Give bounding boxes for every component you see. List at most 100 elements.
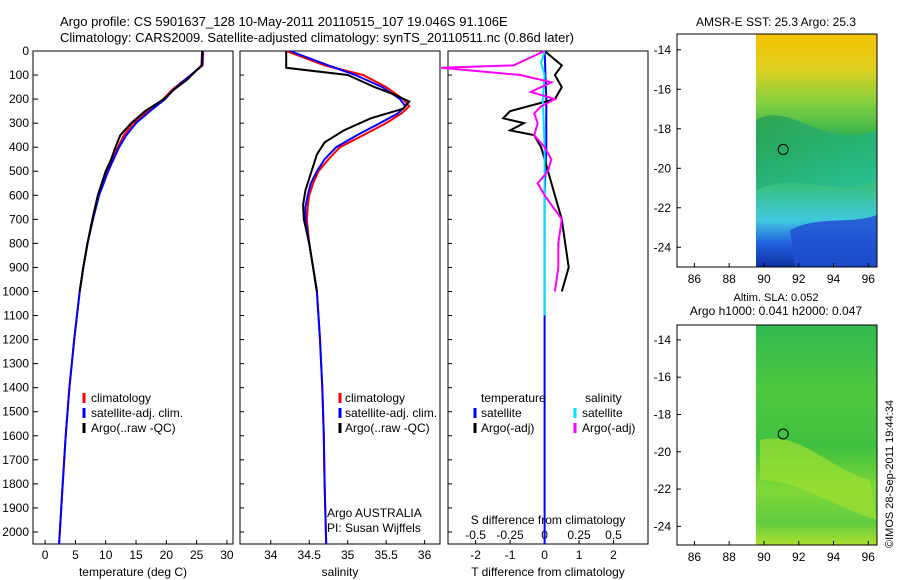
map-x-tick-label: 86 — [688, 550, 702, 564]
salinity-tick-label: 35 — [341, 548, 355, 562]
map-y-tick-label: -22 — [654, 201, 672, 215]
depth-tick-label: 1100 — [3, 309, 29, 323]
t-difference-argo-line — [501, 50, 570, 292]
t-difference-tick-label: -2 — [470, 548, 481, 562]
legend-climatology-label: climatology — [91, 391, 151, 405]
temperature-climatology-line — [58, 50, 205, 545]
sst-map-axes: 86 88 90 92 94 96 -14 -16 -18 -20 -22 -24 — [654, 43, 876, 286]
temperature-legend: climatology satellite-adj. clim. Argo(..… — [82, 391, 183, 435]
map-y-tick-label: -16 — [654, 370, 672, 384]
salinity-axes — [239, 50, 441, 545]
s-difference-tick-label: 0.25 — [567, 528, 591, 542]
depth-tick-label: 1200 — [2, 333, 29, 347]
imos-stamp: ©IMOS 28-Sep-2011 19:44:34 — [884, 400, 896, 548]
depth-tick-label: 700 — [9, 212, 29, 226]
sla-high-feature — [760, 438, 877, 520]
map-x-tick-label: 94 — [827, 272, 841, 286]
depth-tick-label: 1000 — [2, 284, 29, 298]
salinity-tick-label: 34.5 — [298, 548, 322, 562]
map-x-tick-label: 86 — [688, 272, 702, 286]
depth-tick-label: 500 — [9, 164, 29, 178]
legend-s-satellite-label: satellite — [582, 406, 623, 420]
s-difference-tick-label: 0.5 — [605, 528, 622, 542]
temperature-tick-label: 0 — [42, 548, 49, 562]
legend-salinity-heading: salinity — [585, 391, 622, 405]
map-x-tick-label: 90 — [757, 272, 771, 286]
sla-map-title2: Argo h1000: 0.041 h2000: 0.047 — [690, 304, 862, 318]
legend-climatology-label: climatology — [345, 391, 405, 405]
map-x-tick-label: 94 — [827, 550, 841, 564]
s-difference-tick-label: -0.25 — [496, 528, 524, 542]
temperature-tick-label: 5 — [72, 548, 79, 562]
legend-t-satellite-label: satellite — [481, 406, 522, 420]
depth-tick-label: 0 — [22, 44, 29, 58]
temperature-argo-line — [78, 50, 204, 292]
salinity-tick-label: 36 — [418, 548, 432, 562]
temperature-tick-label: 15 — [129, 548, 143, 562]
difference-axes — [447, 50, 649, 545]
depth-tick-label: 1600 — [2, 429, 29, 443]
t-difference-tick-label: -1 — [505, 548, 516, 562]
s-difference-tick-label: -0.5 — [465, 528, 486, 542]
map-y-tick-label: -24 — [654, 240, 672, 254]
sst-map: 86 88 90 92 94 96 -14 -16 -18 -20 -22 -24 — [654, 33, 878, 286]
depth-tick-label: 200 — [9, 92, 29, 106]
depth-tick-label: 1500 — [2, 405, 29, 419]
depth-tick-label: 800 — [9, 236, 29, 250]
sst-warm-feature — [756, 115, 877, 190]
t-difference-tick-label: 0 — [541, 548, 548, 562]
salinity-tick-label: 34 — [264, 548, 278, 562]
depth-tick-label: 1900 — [2, 501, 29, 515]
salinity-argo-line — [285, 51, 411, 292]
map-y-tick-label: -14 — [654, 43, 672, 57]
salinity-satellite-line — [289, 50, 407, 545]
t-difference-xlabel: T difference from climatology — [471, 565, 625, 579]
depth-tick-label: 300 — [9, 116, 29, 130]
map-x-tick-label: 92 — [792, 272, 806, 286]
map-x-tick-label: 88 — [722, 550, 736, 564]
temperature-tick-label: 10 — [99, 548, 113, 562]
legend-satellite-label: satellite-adj. clim. — [91, 406, 183, 420]
profile-series — [58, 50, 570, 545]
depth-tick-label: 100 — [9, 68, 29, 82]
t-difference-tick-label: 2 — [610, 548, 617, 562]
salinity-x-axis: 34 34.5 35 35.5 36 — [264, 540, 432, 562]
map-y-tick-label: -16 — [654, 82, 672, 96]
map-x-tick-label: 90 — [757, 550, 771, 564]
map-y-tick-label: -22 — [654, 482, 672, 496]
depth-tick-label: 900 — [9, 260, 29, 274]
depth-tick-label: 400 — [9, 140, 29, 154]
figure-title-line1: Argo profile: CS 5901637_128 10-May-2011… — [60, 14, 508, 29]
t-difference-tick-label: 1 — [576, 548, 583, 562]
temperature-tick-label: 25 — [190, 548, 204, 562]
s-difference-satellite-line — [540, 50, 546, 316]
map-y-tick-label: -14 — [654, 333, 672, 347]
map-y-tick-label: -20 — [654, 161, 672, 175]
sla-map-title1: Altim. SLA: 0.052 — [734, 292, 819, 304]
figure-title-line2: Climatology: CARS2009. Satellite-adjuste… — [60, 30, 574, 45]
salinity-legend: climatology satellite-adj. clim. Argo(..… — [327, 391, 437, 535]
legend-t-argo-label: Argo(-adj) — [481, 421, 534, 435]
depth-tick-label: 1400 — [2, 381, 29, 395]
map-y-tick-label: -24 — [654, 519, 672, 533]
legend-satellite-label: satellite-adj. clim. — [345, 406, 437, 420]
pi-note: PI: Susan Wijffels — [327, 521, 421, 535]
data-center-note: Argo AUSTRALIA — [327, 506, 422, 520]
depth-tick-label: 2000 — [2, 525, 29, 539]
sla-map: 86 88 90 92 94 96 -14 -16 -18 -20 -22 -24 — [654, 324, 878, 564]
depth-tick-label: 1800 — [2, 477, 29, 491]
argo-position-marker — [777, 143, 789, 155]
depth-tick-label: 1300 — [2, 357, 29, 371]
salinity-xlabel: salinity — [322, 565, 359, 579]
sst-map-title: AMSR-E SST: 25.3 Argo: 25.3 — [696, 15, 856, 29]
map-x-tick-label: 96 — [862, 550, 876, 564]
sst-cool-feature — [790, 215, 877, 267]
map-y-tick-label: -18 — [654, 122, 672, 136]
temperature-xlabel: temperature (deg C) — [79, 565, 187, 579]
salinity-climatology-line — [285, 50, 411, 545]
sla-map-axes: 86 88 90 92 94 96 -14 -16 -18 -20 -22 -24 — [654, 333, 876, 564]
legend-argo-label: Argo(..raw -QC) — [345, 421, 430, 435]
legend-temperature-heading: temperature — [481, 391, 546, 405]
s-difference-argo-line — [441, 50, 563, 292]
